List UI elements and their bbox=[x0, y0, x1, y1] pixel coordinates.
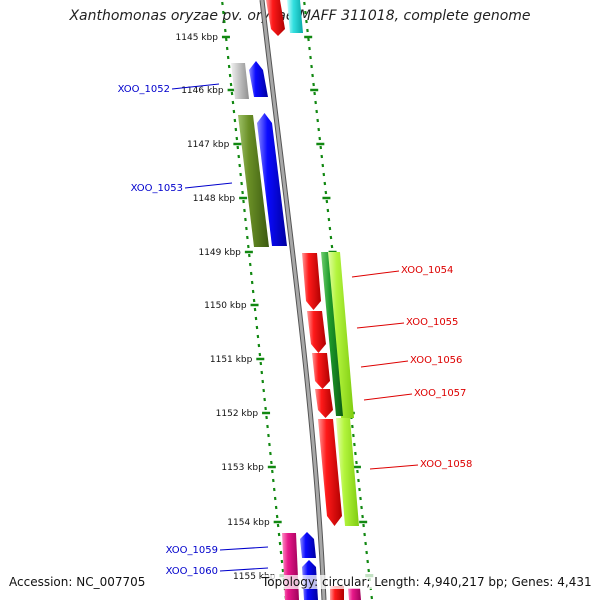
gene-arrow-bottom-magenta bbox=[348, 588, 361, 600]
svg-text:XOO_1058: XOO_1058 bbox=[420, 459, 472, 470]
kbp-tick-label: 1150 kbp bbox=[204, 301, 247, 311]
kbp-tick-label: 1146 kbp bbox=[181, 86, 224, 96]
gene-label-xoo-1054: XOO_1054 bbox=[351, 265, 453, 278]
kbp-tick-label: 1151 kbp bbox=[210, 355, 253, 365]
svg-text:XOO_1059: XOO_1059 bbox=[166, 545, 218, 556]
genome-summary: Topology: circular; Length: 4,940,217 bp… bbox=[262, 575, 592, 589]
gene-arrow-xoo-1056 bbox=[312, 353, 330, 389]
kbp-tick-label: 1153 kbp bbox=[221, 463, 264, 473]
gene-label-xoo-1056: XOO_1056 bbox=[360, 355, 462, 368]
gene-label-xoo-1052: XOO_1052 bbox=[118, 83, 220, 95]
left-track-boundary bbox=[221, 1, 288, 600]
gene-label-xoo-1059: XOO_1059 bbox=[166, 545, 269, 556]
gene-arrow-xoo-1057 bbox=[315, 389, 333, 418]
gene-label-xoo-1057: XOO_1057 bbox=[363, 388, 466, 401]
genome-backbone-highlight bbox=[260, 0, 326, 600]
gene-arrow-bottom-red bbox=[330, 586, 344, 600]
gene-label-xoo-1060: XOO_1060 bbox=[166, 566, 269, 577]
gene-arrow-xoo-1053-blue bbox=[257, 113, 287, 246]
svg-text:XOO_1054: XOO_1054 bbox=[401, 265, 453, 276]
accession-label: Accession: NC_007705 bbox=[9, 575, 146, 589]
kbp-tick-label: 1155 kbp bbox=[233, 572, 276, 582]
gene-arrow-top-red bbox=[266, 0, 285, 36]
kbp-tick-label: 1154 kbp bbox=[227, 518, 270, 528]
kbp-tick-label: 1148 kbp bbox=[193, 194, 236, 204]
gene-arrow-xoo-1059-blue bbox=[300, 532, 316, 558]
kbp-tick-label: 1149 kbp bbox=[198, 248, 241, 258]
gene-arrow-lime-lower bbox=[336, 418, 359, 526]
gene-arrow-xoo-1055 bbox=[307, 311, 326, 353]
svg-text:XOO_1052: XOO_1052 bbox=[118, 84, 170, 95]
svg-text:XOO_1060: XOO_1060 bbox=[166, 566, 218, 577]
svg-text:XOO_1053: XOO_1053 bbox=[131, 183, 183, 194]
gene-arrow-xoo-1052-blue bbox=[249, 61, 268, 97]
gene-arrow-xoo-1052-gray bbox=[231, 63, 249, 99]
gene-arrow-top-cyan bbox=[287, 0, 303, 33]
svg-text:XOO_1055: XOO_1055 bbox=[406, 317, 458, 328]
gene-arrow-xoo-1054 bbox=[302, 253, 321, 310]
svg-text:XOO_1057: XOO_1057 bbox=[414, 388, 466, 399]
gene-layer bbox=[231, 0, 361, 600]
kbp-tick-label: 1152 kbp bbox=[216, 409, 259, 419]
gene-arrow-darkgreen-strip bbox=[321, 252, 343, 416]
gene-arrow-green-long bbox=[327, 252, 354, 418]
gene-arrow-xoo-1053-olive bbox=[238, 115, 269, 247]
gene-label-xoo-1055: XOO_1055 bbox=[356, 317, 458, 329]
svg-text:XOO_1056: XOO_1056 bbox=[410, 355, 462, 366]
kbp-tick-label: 1147 kbp bbox=[187, 140, 230, 150]
gene-label-xoo-1058: XOO_1058 bbox=[369, 459, 472, 470]
gene-label-xoo-1053: XOO_1053 bbox=[131, 182, 233, 194]
label-layer: XOO_1052 XOO_1053 XOO_1059 XOO_1060 XOO_1054… bbox=[118, 83, 472, 577]
kbp-tick-label: 1145 kbp bbox=[176, 33, 219, 43]
gene-arrow-xoo-1058 bbox=[318, 419, 342, 526]
